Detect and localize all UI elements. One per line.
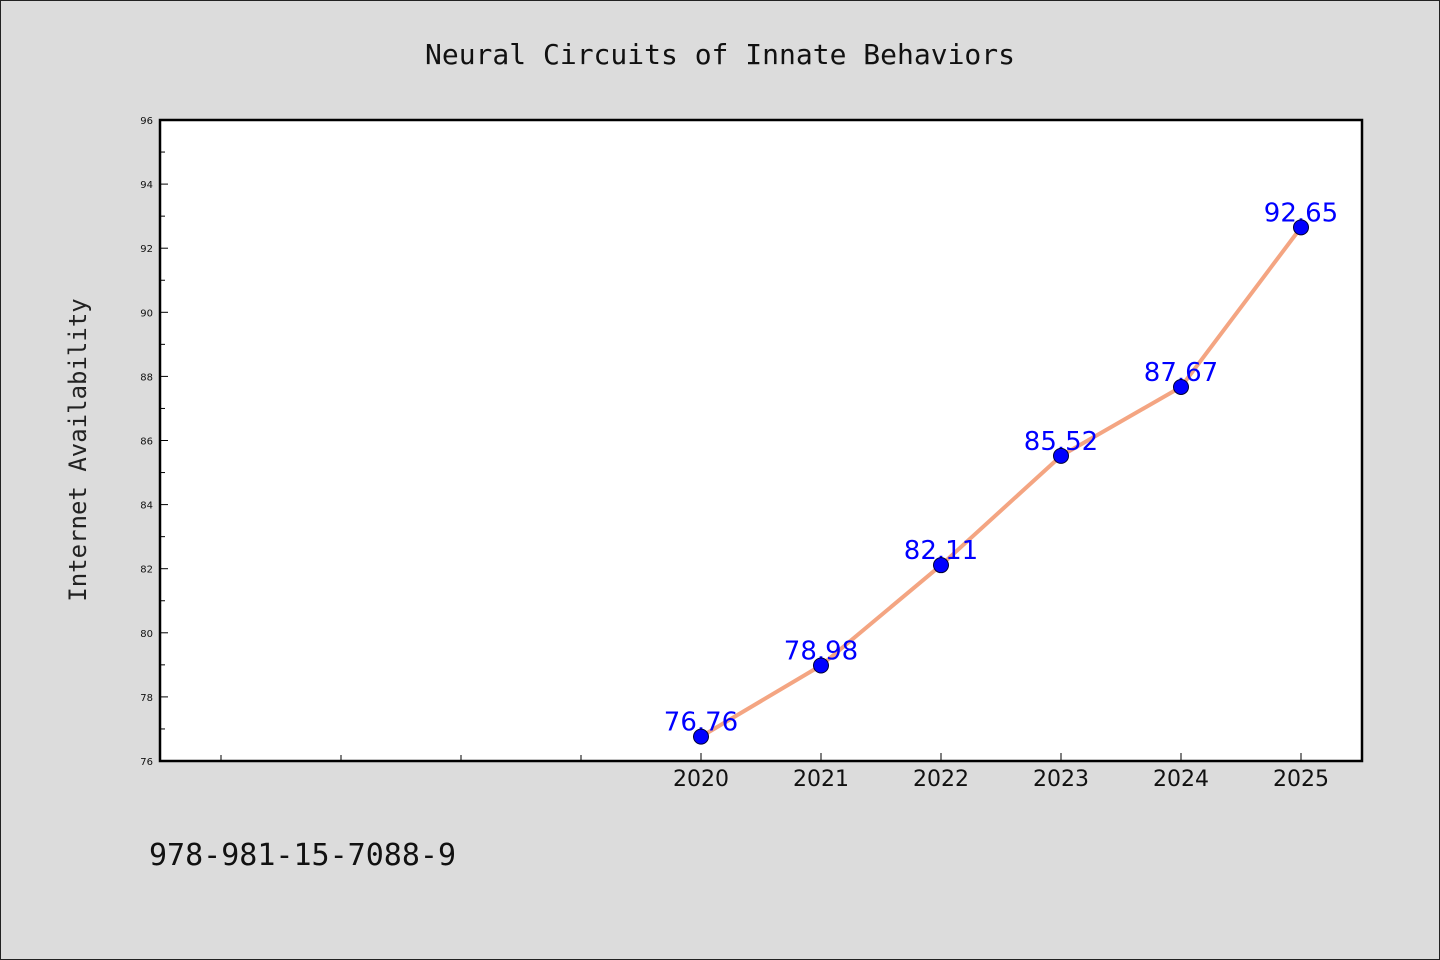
y-tick-label: 82	[140, 565, 153, 576]
x-tick-label: 2024	[1153, 767, 1209, 792]
x-tick-label: 2021	[793, 767, 849, 792]
y-tick-label: 80	[140, 629, 153, 640]
data-point	[693, 728, 709, 745]
x-tick-label: 2020	[673, 767, 729, 792]
y-tick-label: 78	[140, 693, 153, 704]
data-point	[1173, 378, 1189, 395]
y-tick-label: 96	[140, 116, 153, 127]
y-tick-label: 84	[140, 501, 153, 512]
y-axis-ticks: 76 78 80 82 84 86 88 90 92 94 96	[140, 116, 168, 768]
plot-area	[158, 118, 1364, 763]
data-point	[933, 557, 949, 574]
data-point	[1053, 447, 1069, 464]
y-tick-label: 76	[140, 757, 153, 768]
y-tick-label: 90	[140, 308, 153, 319]
x-tick-label: 2025	[1273, 767, 1329, 792]
y-tick-label: 88	[140, 372, 153, 383]
x-tick-label: 2023	[1033, 767, 1089, 792]
y-tick-label: 94	[140, 180, 153, 191]
isbn-text: 978-981-15-7088-9	[149, 838, 456, 873]
x-axis-ticks: 2020 2021 2022 2023 2024 2025	[220, 753, 1329, 792]
y-tick-label: 92	[140, 244, 153, 255]
data-point	[1293, 219, 1309, 236]
chart-title: Neural Circuits of Innate Behaviors	[425, 38, 1015, 71]
series-line	[699, 225, 1303, 739]
data-point	[813, 657, 829, 674]
x-tick-label: 2022	[913, 767, 969, 792]
y-tick-label: 86	[140, 437, 153, 448]
y-axis-label: Internet Availability	[64, 298, 92, 601]
